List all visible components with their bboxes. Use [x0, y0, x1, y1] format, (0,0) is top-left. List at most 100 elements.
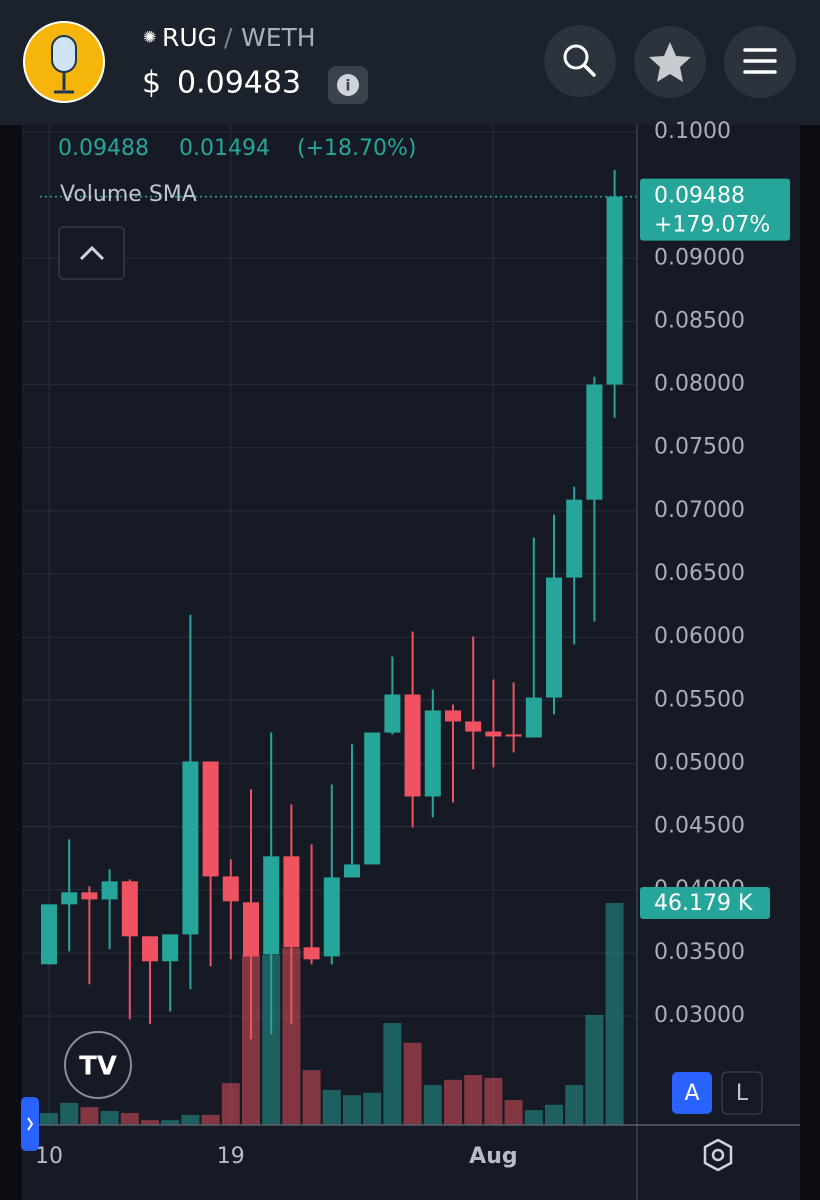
last-change-label: +179.07% — [654, 213, 770, 238]
last-volume-badge — [640, 886, 770, 919]
candle-body — [263, 856, 280, 955]
volume-bar — [262, 954, 281, 1125]
price: 0.09483 — [177, 66, 301, 101]
separator: / — [224, 23, 233, 52]
volume-bar — [464, 1075, 483, 1125]
candle-body — [505, 734, 522, 737]
quote-symbol: WETH — [241, 23, 316, 52]
y-tick-label: 0.08000 — [654, 372, 745, 397]
marks — [40, 169, 637, 1125]
candle-body — [61, 892, 78, 905]
readout-change: 0.01494 — [179, 136, 270, 161]
svg-text:i: i — [345, 77, 350, 95]
candle-body — [323, 877, 340, 957]
candle-body — [344, 864, 360, 878]
volume-bar — [444, 1079, 462, 1125]
y-tick-label: 0.06500 — [654, 561, 745, 586]
candle-body — [566, 499, 583, 578]
candle-body — [404, 694, 421, 797]
candle-body — [303, 947, 320, 960]
y-tick-label: 0.05000 — [654, 750, 745, 775]
log-scale-button[interactable]: L — [721, 1071, 763, 1115]
settings-button[interactable] — [703, 1138, 733, 1172]
svg-text:TV: TV — [79, 1052, 117, 1082]
candle-body — [546, 577, 562, 698]
volume-bar — [484, 1077, 503, 1125]
token-logo[interactable] — [23, 21, 105, 103]
candle-body — [384, 694, 401, 733]
search-button[interactable] — [544, 25, 616, 97]
menu-button[interactable] — [724, 26, 796, 98]
volume-bar — [423, 1085, 442, 1125]
y-tick-label: 0.03000 — [654, 1003, 745, 1028]
candle-body — [162, 934, 179, 962]
volume-bar — [383, 1023, 402, 1125]
candle-body — [202, 761, 219, 877]
candle-body — [606, 196, 623, 385]
y-tick-label: 0.03500 — [654, 940, 745, 965]
y-tick-label: 0.07000 — [654, 498, 745, 523]
volume-bar — [221, 1083, 240, 1125]
y-tick-label: 0.09000 — [654, 245, 745, 270]
y-tick-label: 0.08500 — [654, 308, 745, 333]
candle-body — [101, 881, 118, 900]
readout-percent: (+18.70%) — [297, 136, 417, 161]
tradingview-logo[interactable]: TV — [64, 1031, 132, 1099]
collapse-button[interactable] — [58, 226, 125, 280]
base-symbol: RUG — [162, 23, 217, 52]
volume-bar — [282, 948, 301, 1125]
volume-bar — [100, 1111, 119, 1125]
log-label: L — [736, 1081, 749, 1106]
candle-body — [222, 876, 239, 902]
candle-body — [465, 721, 482, 732]
volume-bar — [504, 1100, 523, 1125]
x-tick-label: 19 — [217, 1144, 245, 1169]
volume-bar — [605, 902, 624, 1125]
y-tick-label: 0.05500 — [654, 687, 745, 712]
volume-bar — [403, 1042, 422, 1125]
candle-body — [182, 761, 199, 935]
last-price-label: 0.09488 — [654, 184, 745, 209]
volume-bar — [302, 1070, 321, 1125]
volume-bar — [141, 1120, 159, 1125]
indicator-name: Volume SMA — [60, 182, 197, 207]
labels: 0.1000 0.09000 0.08500 0.08000 0.07500 0.0700… — [35, 119, 790, 1169]
auto-label: A — [684, 1081, 699, 1106]
candle-body — [424, 710, 441, 797]
candle-body — [142, 936, 158, 962]
candle-body — [121, 881, 138, 937]
x-tick-label: 10 — [35, 1144, 63, 1169]
volume-bar — [585, 1014, 604, 1125]
volume-bar — [181, 1114, 200, 1125]
readout-close: 0.09488 — [58, 136, 149, 161]
y-tick-label: 0.1000 — [654, 119, 731, 144]
y-tick-label: 0.06000 — [654, 624, 745, 649]
volume-bar — [40, 1112, 58, 1125]
volume-bar — [80, 1107, 99, 1125]
favorite-button[interactable] — [634, 26, 706, 98]
auto-scale-button[interactable]: A — [672, 1072, 712, 1114]
candle-body — [243, 902, 259, 957]
candle-body — [445, 710, 461, 722]
volume-bar — [545, 1104, 563, 1125]
volume-bar — [322, 1089, 341, 1125]
candle-body — [283, 856, 300, 948]
volume-bar — [161, 1120, 180, 1125]
volume-bar — [524, 1110, 543, 1125]
candle-body — [586, 384, 603, 500]
sparkle-icon: ✺ — [143, 28, 156, 47]
volume-bar — [201, 1114, 220, 1125]
candle-body — [81, 892, 98, 900]
candle-body — [485, 731, 502, 737]
volume-bar — [363, 1092, 382, 1125]
last-price-badge — [640, 178, 790, 241]
volume-bar — [120, 1112, 139, 1125]
chart-panel — [22, 125, 800, 1200]
info-button[interactable]: i — [328, 66, 368, 104]
last-volume-label: 46.179 K — [654, 891, 753, 916]
side-tab[interactable] — [21, 1097, 39, 1151]
candle-body — [364, 732, 381, 865]
x-tick-label: Aug — [469, 1144, 517, 1169]
candle-body — [525, 697, 542, 738]
